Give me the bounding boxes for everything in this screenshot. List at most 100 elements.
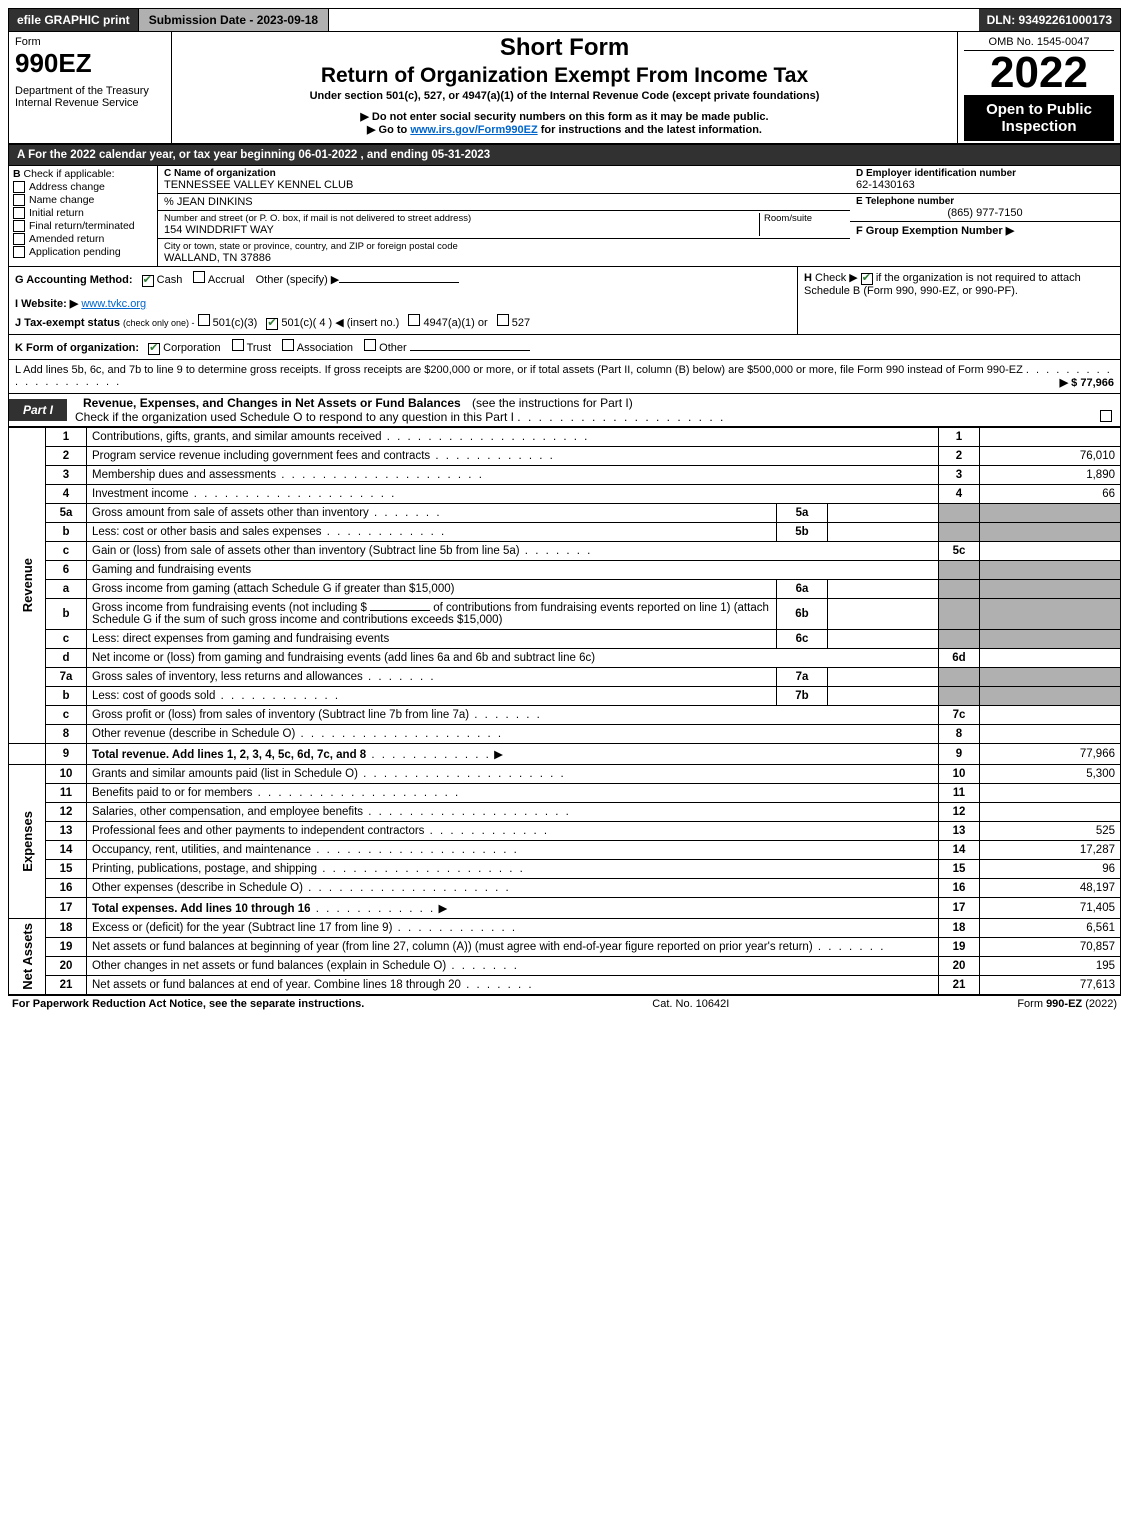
line-num: 2 — [46, 447, 87, 466]
k-corp-checkbox[interactable] — [148, 343, 160, 355]
k-assoc-checkbox[interactable] — [282, 339, 294, 351]
shaded — [980, 668, 1121, 687]
line-num: c — [46, 706, 87, 725]
j-527-checkbox[interactable] — [497, 314, 509, 326]
line-val — [980, 428, 1121, 447]
dots — [358, 768, 566, 780]
opt-address-change[interactable]: Address change — [13, 181, 153, 193]
dots — [363, 806, 571, 818]
line-rnum: 3 — [939, 466, 980, 485]
j-4947-checkbox[interactable] — [408, 314, 420, 326]
line-num: 11 — [46, 784, 87, 803]
website-link[interactable]: www.tvkc.org — [81, 298, 146, 310]
opt-name-change[interactable]: Name change — [13, 194, 153, 206]
line-desc: Other expenses (describe in Schedule O) — [92, 882, 303, 894]
line-num: b — [46, 599, 87, 630]
line-num: b — [46, 687, 87, 706]
street: 154 WINDDRIFT WAY — [164, 224, 759, 236]
h-label: H — [804, 272, 812, 284]
line-desc-1: Gross income from fundraising events (no… — [92, 602, 367, 614]
street-label: Number and street (or P. O. box, if mail… — [164, 213, 759, 224]
i-label: I Website: ▶ — [15, 298, 78, 310]
room-label: Room/suite — [759, 213, 844, 236]
l-text: L Add lines 5b, 6c, and 7b to line 9 to … — [15, 364, 1023, 376]
opt-amended-return[interactable]: Amended return — [13, 233, 153, 245]
k-trust: Trust — [247, 342, 272, 354]
section-def: D Employer identification number 62-1430… — [850, 166, 1120, 266]
section-a-bar: A For the 2022 calendar year, or tax yea… — [8, 144, 1121, 166]
part1-subtitle: (see the instructions for Part I) — [472, 396, 633, 410]
line-desc: Gross income from gaming (attach Schedul… — [87, 580, 777, 599]
line-num: c — [46, 630, 87, 649]
opt-application-pending[interactable]: Application pending — [13, 246, 153, 258]
contrib-input[interactable] — [370, 610, 430, 611]
line-desc: Net assets or fund balances at beginning… — [92, 941, 813, 953]
g-cash: Cash — [157, 274, 183, 286]
netassets-side-label: Net Assets — [9, 919, 46, 995]
shaded — [980, 630, 1121, 649]
line-desc: Other changes in net assets or fund bala… — [92, 960, 446, 972]
dots — [295, 728, 503, 740]
shaded — [939, 523, 980, 542]
line-desc: Less: cost or other basis and sales expe… — [92, 526, 322, 538]
part1-scho-checkbox[interactable] — [1100, 410, 1112, 422]
line-num: a — [46, 580, 87, 599]
line-rnum: 12 — [939, 803, 980, 822]
j-501c3-checkbox[interactable] — [198, 314, 210, 326]
e-label: E Telephone number — [856, 196, 954, 207]
j-sub: (check only one) - — [123, 318, 195, 328]
opt-final-return[interactable]: Final return/terminated — [13, 220, 153, 232]
page-footer: For Paperwork Reduction Act Notice, see … — [8, 995, 1121, 1012]
subtitle: Under section 501(c), 527, or 4947(a)(1)… — [178, 90, 951, 102]
shaded — [980, 523, 1121, 542]
k-assoc: Association — [297, 342, 353, 354]
g-other-input[interactable] — [339, 282, 459, 283]
dots — [430, 450, 555, 462]
line-num: 1 — [46, 428, 87, 447]
f-label: F Group Exemption Number ▶ — [856, 225, 1014, 237]
line-num: 9 — [46, 744, 87, 765]
irs-link[interactable]: www.irs.gov/Form990EZ — [410, 124, 537, 136]
line-desc: Professional fees and other payments to … — [92, 825, 424, 837]
h-checkbox[interactable] — [861, 273, 873, 285]
shaded — [980, 599, 1121, 630]
line-rnum: 2 — [939, 447, 980, 466]
shaded — [939, 687, 980, 706]
line-num: 5a — [46, 504, 87, 523]
line-rnum: 14 — [939, 841, 980, 860]
part1-header: Part I Revenue, Expenses, and Changes in… — [8, 394, 1121, 427]
k-trust-checkbox[interactable] — [232, 339, 244, 351]
j-501c-checkbox[interactable] — [266, 318, 278, 330]
efile-print-button[interactable]: efile GRAPHIC print — [9, 9, 139, 31]
k-other-input[interactable] — [410, 350, 530, 351]
line-val: 76,010 — [980, 447, 1121, 466]
line-num: 15 — [46, 860, 87, 879]
shaded — [939, 561, 980, 580]
opt-initial-return[interactable]: Initial return — [13, 207, 153, 219]
checkbox-icon — [13, 233, 25, 245]
dots — [276, 469, 484, 481]
line-num: d — [46, 649, 87, 668]
shaded — [939, 599, 980, 630]
k-other-checkbox[interactable] — [364, 339, 376, 351]
dots — [322, 526, 447, 538]
k-label: K Form of organization: — [15, 342, 139, 354]
dots — [424, 825, 549, 837]
shaded — [939, 668, 980, 687]
shaded — [939, 504, 980, 523]
accrual-checkbox[interactable] — [193, 271, 205, 283]
cash-checkbox[interactable] — [142, 275, 154, 287]
line-desc: Program service revenue including govern… — [92, 450, 430, 462]
part1-tab: Part I — [9, 399, 67, 421]
tax-year: 2022 — [964, 51, 1114, 95]
line-val: 77,613 — [980, 976, 1121, 995]
dots — [215, 690, 340, 702]
form-header: Form 990EZ Department of the Treasury In… — [8, 32, 1121, 144]
line-num: 7a — [46, 668, 87, 687]
shaded — [980, 504, 1121, 523]
goto-pre: ▶ Go to — [367, 124, 410, 136]
line-num: 13 — [46, 822, 87, 841]
line-rnum: 7c — [939, 706, 980, 725]
line-rnum: 1 — [939, 428, 980, 447]
line-num: 19 — [46, 938, 87, 957]
